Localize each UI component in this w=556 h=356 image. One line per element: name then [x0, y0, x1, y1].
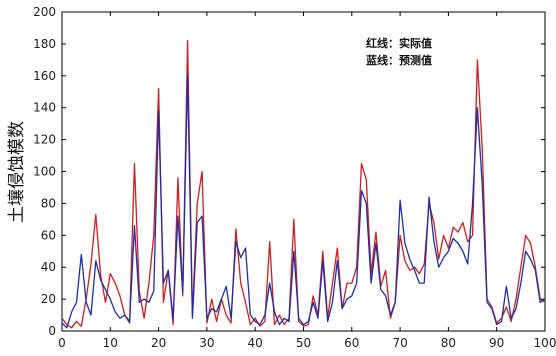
y-tick-label: 60	[41, 228, 56, 242]
x-tick-label: 30	[199, 336, 214, 350]
y-tick-label: 100	[33, 165, 56, 179]
y-tick-label: 180	[33, 37, 56, 51]
legend-actual: 红线：实际值	[366, 36, 432, 50]
y-axis-label: 土壤侵蚀模数	[6, 121, 27, 223]
x-tick-label: 60	[344, 336, 359, 350]
x-tick-label: 10	[103, 336, 118, 350]
axis-ticks: 0 10 20 30 40 50 60 70 80 90 100 0 20 40 60 80 100 120 140…	[33, 5, 556, 350]
y-tick-label: 0	[48, 324, 56, 338]
y-tick-label: 200	[33, 5, 56, 19]
series-line-predicted	[61, 75, 546, 329]
x-tick-label: 40	[248, 336, 263, 350]
x-tick-label: 100	[534, 336, 556, 350]
x-tick-label: 90	[489, 336, 504, 350]
x-tick-label: 50	[296, 336, 311, 350]
y-tick-label: 20	[41, 292, 56, 306]
y-tick-label: 40	[41, 260, 56, 274]
series-lines	[61, 40, 546, 329]
x-tick-label: 80	[441, 336, 456, 350]
y-tick-label: 80	[41, 196, 56, 210]
legend-predicted: 蓝线：预测值	[366, 53, 432, 67]
y-tick-label: 140	[33, 101, 56, 115]
y-tick-label: 120	[33, 133, 56, 147]
x-tick-label: 20	[151, 336, 166, 350]
y-tick-label: 160	[33, 69, 56, 83]
x-tick-label: 70	[392, 336, 407, 350]
plot-area	[61, 11, 546, 332]
x-tick-label: 0	[58, 336, 66, 350]
series-line-actual	[61, 40, 546, 329]
